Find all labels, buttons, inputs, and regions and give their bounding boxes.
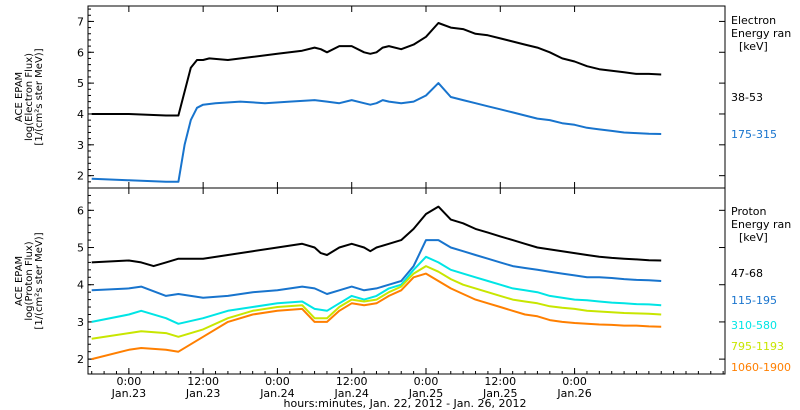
y-axis-title: [1/(cm²s ster MeV)]: [34, 48, 45, 145]
legend-title-line1: Electron: [731, 14, 777, 27]
x-tick-label: 0:00: [562, 375, 587, 388]
x-tick-date: Jan.23: [185, 387, 220, 400]
legend-title-unit: [keV]: [739, 231, 768, 244]
x-tick-date: Jan.23: [111, 387, 146, 400]
series-line-795-1193: [91, 265, 662, 340]
series-line-38-53: [91, 22, 662, 117]
y-axis-title: log(Proton Flux): [24, 241, 35, 320]
plot-frame: [87, 187, 726, 375]
y-tick-label: 2: [77, 353, 84, 366]
legend-entry-175-315: 175-315: [731, 128, 777, 141]
y-tick-label: 3: [77, 139, 84, 152]
x-tick-date: Jan.25: [482, 387, 517, 400]
electron-legend: Electron Energy ran [keV]: [731, 14, 791, 53]
y-tick-label: 3: [77, 316, 84, 329]
legend-entry-310-580: 310-580: [731, 319, 777, 332]
x-tick-label: 0:00: [117, 375, 142, 388]
series-line-310-580: [91, 255, 662, 325]
electron-panel: 2 3 4 5 6 7 ACE EPAM log(Electron Flux) [1/(cm²s…: [14, 5, 726, 189]
time-axis: 0:00Jan.2312:00Jan.230:00Jan.2412:00Jan.…: [91, 6, 724, 400]
x-tick-date: Jan.24: [259, 387, 294, 400]
y-tick-label: 4: [77, 108, 84, 121]
y-tick-label: 6: [77, 46, 84, 59]
legend-title-line1: Proton: [731, 205, 767, 218]
legend-title-unit: [keV]: [739, 40, 768, 53]
series-line-1060-1900: [91, 272, 662, 361]
y-tick-label: 7: [77, 15, 84, 28]
x-tick-label: 12:00: [336, 375, 368, 388]
x-tick-date: Jan.24: [333, 387, 368, 400]
series-line-115-195: [91, 239, 662, 299]
x-tick-date: Jan.25: [408, 387, 443, 400]
legend-entry-795-1193: 795-1193: [731, 340, 784, 353]
y-tick-label: 4: [77, 279, 84, 292]
legend-entry-38-53: 38-53: [731, 91, 763, 104]
legend-title-line2: Energy ran: [731, 27, 792, 40]
x-axis-title: hours:minutes, Jan. 22, 2012 - Jan. 26, …: [284, 397, 527, 410]
x-tick-label: 12:00: [484, 375, 516, 388]
legend-entry-1060-1900: 1060-1900: [731, 361, 791, 374]
x-tick-date: Jan.26: [556, 387, 591, 400]
proton-panel: 2 3 4 5 6 ACE EPAM log(Proton Flux) [1/(cm²s st…: [14, 187, 726, 375]
y-tick-label: 6: [77, 204, 84, 217]
series-line-47-68: [91, 205, 662, 268]
series-line-175-315: [91, 82, 662, 183]
y-axis-title: [1/(cm²s ster MeV)]: [34, 232, 45, 329]
x-tick-label: 12:00: [187, 375, 219, 388]
legend-title-line2: Energy ran: [731, 218, 792, 231]
y-axis-title: ACE EPAM: [14, 72, 25, 122]
x-tick-label: 0:00: [265, 375, 290, 388]
y-axis-title: ACE EPAM: [14, 256, 25, 306]
y-axis-title: log(Electron Flux): [24, 53, 35, 141]
proton-legend: Proton Energy ran [keV]: [731, 205, 791, 244]
legend-entry-47-68: 47-68: [731, 267, 763, 280]
x-tick-label: 0:00: [414, 375, 439, 388]
y-tick-label: 2: [77, 170, 84, 183]
legend-entry-115-195: 115-195: [731, 294, 777, 307]
y-tick-label: 5: [77, 242, 84, 255]
y-tick-label: 5: [77, 77, 84, 90]
